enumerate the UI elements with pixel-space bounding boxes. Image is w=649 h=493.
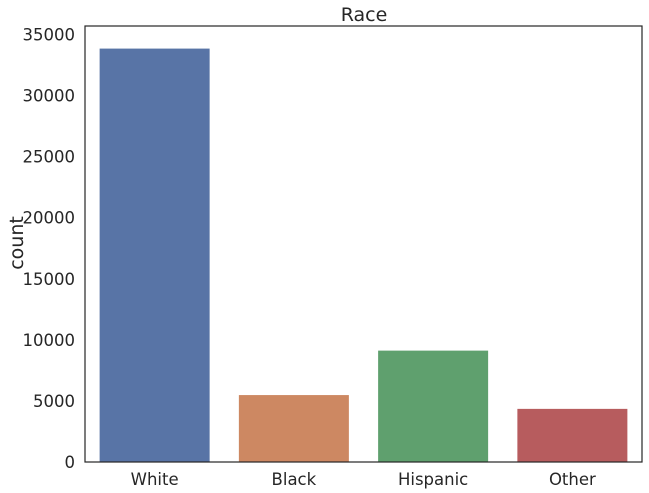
y-axis-label: count <box>6 216 28 270</box>
y-tick-label: 35000 <box>23 26 76 45</box>
y-tick-label: 20000 <box>23 209 76 228</box>
bar-other <box>517 408 628 462</box>
x-tick-label-black: Black <box>272 470 317 489</box>
y-ticks-group: 0 5000 10000 15000 20000 25000 30000 35000 <box>23 26 76 472</box>
x-tick-label-other: Other <box>549 470 596 489</box>
y-tick-label: 5000 <box>33 392 75 411</box>
bars-group <box>99 48 628 462</box>
y-tick-label: 0 <box>65 453 76 472</box>
bar-hispanic <box>378 350 489 462</box>
x-ticks-group: White Black Hispanic Other <box>131 470 596 489</box>
x-tick-label-white: White <box>131 470 179 489</box>
y-tick-label: 30000 <box>23 87 76 106</box>
y-tick-label: 25000 <box>23 148 76 167</box>
plot-frame <box>84 25 643 463</box>
y-tick-label: 10000 <box>23 331 76 350</box>
bar-black <box>238 395 349 462</box>
x-tick-label-hispanic: Hispanic <box>398 470 468 489</box>
bar-white <box>99 48 210 462</box>
y-tick-label: 15000 <box>23 270 76 289</box>
chart-title: Race <box>341 4 388 26</box>
